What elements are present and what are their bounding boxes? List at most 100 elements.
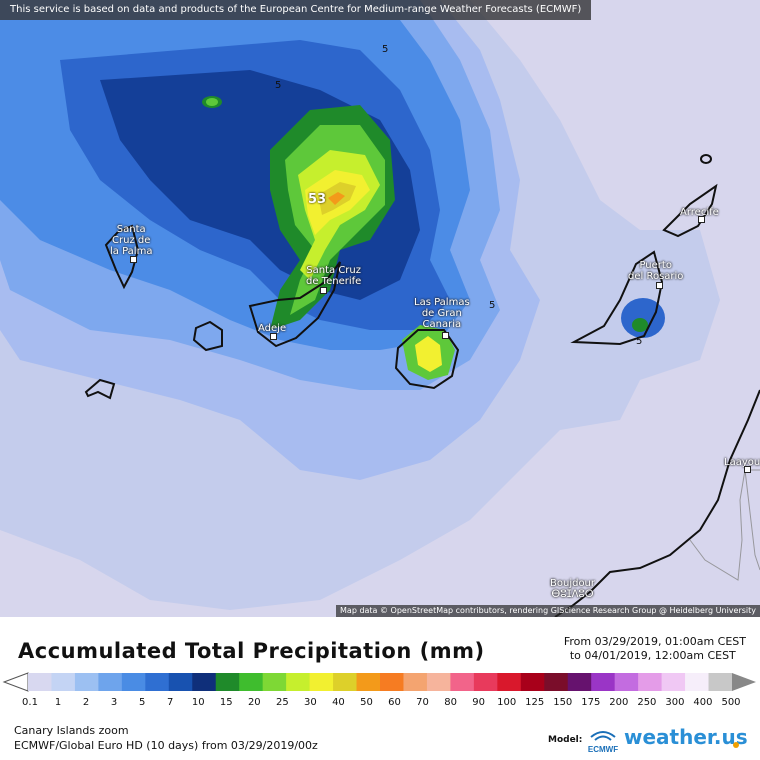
colorbar-tick-label: 0.1: [22, 697, 38, 708]
colorbar-tick-label: 300: [665, 697, 685, 708]
colorbar-tick-label: 7: [167, 697, 174, 708]
precip-50-area: [328, 192, 345, 205]
ecmwf-notice: This service is based on data and produc…: [0, 0, 592, 20]
colorbar-tick-label: 125: [525, 697, 545, 708]
contour-label: 5: [636, 336, 643, 347]
colorbar-swatch: [215, 673, 240, 691]
city-boujdour: Boujdour ⴱⵓⵊⴷⵓⵔ: [550, 578, 596, 600]
colorbar-swatch: [239, 673, 264, 691]
colorbar-tick-label: 80: [444, 697, 457, 708]
colorbar: [2, 672, 756, 692]
map-canvas: [0, 0, 760, 617]
tenerife-outline: [248, 261, 341, 348]
colorbar-tick-label: 30: [304, 697, 317, 708]
la-gomera-outline: [192, 320, 223, 352]
el-hierro-outline: [84, 378, 116, 400]
colorbar-tick-label: 15: [219, 697, 233, 708]
colorbar-swatch: [356, 673, 381, 691]
city-marker: [656, 282, 663, 289]
city-puerto-del-rosario: Puerto del Rosario: [628, 260, 684, 282]
city-laayoune: Laayoune: [724, 457, 760, 468]
city-marker: [744, 466, 751, 473]
colorbar-swatch: [450, 673, 475, 691]
colorbar-tick-label: 150: [553, 697, 573, 708]
colorbar-swatch: [145, 673, 170, 691]
contour-label: 5: [489, 300, 496, 311]
city-marker: [698, 216, 705, 223]
colorbar-tick-label: 90: [472, 697, 485, 708]
colorbar-tick-label: 100: [497, 697, 517, 708]
contour-label: 5: [382, 44, 389, 55]
city-las-palmas: Las Palmas de Gran Canaria: [414, 297, 470, 330]
colorbar-tick-label: 500: [721, 697, 741, 708]
colorbar-tick-label: 200: [609, 697, 629, 708]
colorbar-swatch: [638, 673, 663, 691]
city-marker: [130, 256, 137, 263]
fuerteventura-outline: [570, 250, 664, 346]
colorbar-tick-label: 1: [54, 697, 62, 708]
city-marker: [270, 333, 277, 340]
city-santa-cruz-de-la-palma: Santa Cruz de la Palma: [110, 224, 153, 257]
colorbar-swatch: [708, 673, 733, 691]
la-palma-outline: [104, 224, 140, 290]
colorbar-swatch: [567, 673, 592, 691]
max-value-label: 53: [308, 192, 327, 207]
colorbar-swatch: [121, 673, 146, 691]
lanzarote-outline: [662, 183, 718, 238]
colorbar-swatch: [473, 673, 498, 691]
colorbar-swatch: [309, 673, 334, 691]
colorbar-swatch: [497, 673, 522, 691]
colorbar-swatch: [74, 673, 99, 691]
weather-us-logo[interactable]: weather.us: [624, 725, 748, 749]
colorbar-swatch: [661, 673, 686, 691]
colorbar-swatch: [426, 673, 451, 691]
city-marker: [442, 332, 449, 339]
colorbar-tick-label: 60: [388, 697, 401, 708]
colorbar-tick-label: 250: [637, 697, 657, 708]
gran-canaria-outline: [394, 329, 460, 390]
contour-label: 5: [275, 80, 282, 91]
model-run-label: ECMWF/Global Euro HD (10 days) from 03/2…: [14, 739, 318, 752]
colorbar-swatch: [51, 673, 76, 691]
colorbar-swatch: [168, 673, 193, 691]
date-range: From 03/29/2019, 01:00am CEST to 04/01/2…: [564, 635, 746, 663]
date-from: From 03/29/2019, 01:00am CEST: [563, 635, 746, 648]
colorbar-swatch: [544, 673, 569, 691]
colorbar-tick-label: 3: [110, 697, 118, 708]
colorbar-max-arrow: [732, 673, 756, 691]
colorbar-swatch: [28, 673, 52, 691]
city-adeje: Adeje: [258, 323, 287, 334]
ecmwf-logo: ECMWF: [585, 725, 621, 755]
brand-badge-icon: [733, 742, 739, 748]
colorbar-swatch: [520, 673, 545, 691]
colorbar-min-arrow: [2, 672, 29, 692]
precipitation-map[interactable]: This service is based on data and produc…: [0, 0, 760, 617]
model-label: Model:: [548, 735, 583, 745]
african-coast: [554, 389, 760, 617]
colorbar-tick-label: 10: [191, 697, 205, 708]
colorbar-ticks: 0.1 1 2 3 5 7 10 15 20 25 30 40 50 60 70 80 90 100 125 150 1…: [0, 697, 760, 711]
colorbar-tick-label: 20: [247, 697, 261, 708]
city-marker: [320, 287, 327, 294]
colorbar-swatch: [403, 673, 428, 691]
date-to: to 04/01/2019, 12:00am CEST: [569, 649, 736, 662]
colorbar-tick-label: 400: [693, 697, 713, 708]
map-attribution: Map data © OpenStreetMap contributors, r…: [336, 605, 760, 617]
fuerteventura-precip: [621, 298, 665, 338]
ecmwf-logo-text: ECMWF: [588, 745, 618, 754]
colorbar-swatch: [192, 673, 217, 691]
colorbar-swatch: [98, 673, 123, 691]
colorbar-tick-label: 2: [82, 697, 90, 708]
colorbar-tick-label: 70: [416, 697, 429, 708]
colorbar-tick-label: 25: [275, 697, 289, 708]
legend-panel: Accumulated Total Precipitation (mm) Fro…: [0, 617, 760, 760]
colorbar-swatch: [333, 673, 358, 691]
gran-canaria-precip-high: [415, 336, 442, 372]
city-santa-cruz-de-tenerife: Santa Cruz de Tenerife: [306, 265, 362, 287]
city-arrecife: Arrecife: [680, 207, 719, 218]
colorbar-swatch: [614, 673, 639, 691]
region-label: Canary Islands zoom: [14, 724, 129, 737]
colorbar-swatch: [685, 673, 710, 691]
colorbar-tick-label: 40: [332, 697, 345, 708]
colorbar-tick-label: 5: [138, 697, 146, 708]
